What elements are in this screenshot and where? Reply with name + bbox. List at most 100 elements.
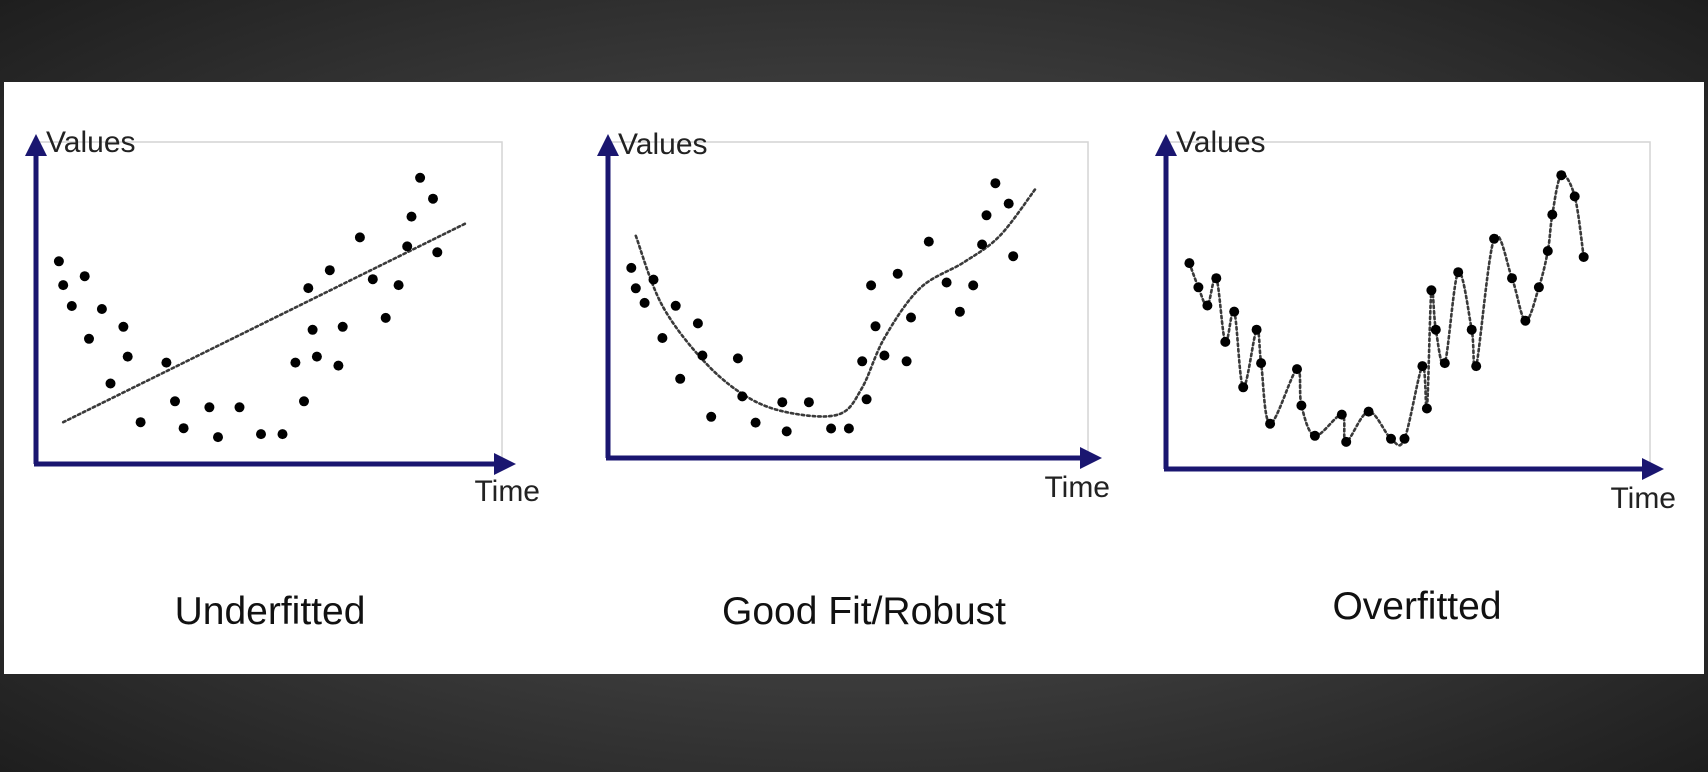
data-point [161,357,172,368]
data-point [354,232,365,243]
data-point [892,268,903,279]
data-point [1453,267,1464,278]
data-point [84,333,94,344]
data-point [1211,273,1222,284]
data-point [1507,273,1517,284]
data-point [879,350,890,361]
data-point [706,411,717,422]
data-point [737,391,748,402]
data-point [1471,361,1482,372]
data-point [1363,406,1374,417]
data-point [626,262,637,273]
fit-line [61,221,469,424]
data-point [990,178,1001,189]
x-axis-arrow [494,453,516,475]
y-axis-label: Values [1176,126,1266,159]
data-point [861,394,872,405]
data-point [105,378,116,389]
data-point [337,321,348,332]
data-point [670,300,681,311]
x-axis-label: Time [1044,471,1110,504]
x-axis-arrow [1642,458,1664,480]
x-axis-label: Time [1610,482,1676,515]
data-point [977,239,988,250]
data-point [692,318,703,329]
caption-good-fit: Good Fit/Robust [722,590,1006,633]
data-point [648,274,659,285]
y-axis-arrow [1155,134,1177,156]
data-point [415,172,426,183]
data-point [1439,358,1450,369]
data-point [234,402,245,413]
data-point [256,429,266,440]
data-point [777,397,788,408]
fit-line [1188,173,1585,447]
chart-overfitted: Values Time [1155,126,1676,515]
data-point [213,432,223,443]
chart-underfitted: Values Time [25,126,540,508]
data-point [1341,436,1352,447]
data-point [380,312,391,323]
data-point [954,306,965,317]
data-point [122,351,133,362]
data-point [675,373,686,384]
data-point [981,210,992,221]
data-point [367,274,378,285]
data-point [1399,433,1410,444]
data-point [307,324,318,335]
data-point [870,321,881,332]
data-point [1466,324,1477,335]
data-point [1578,252,1589,262]
data-point [1489,233,1500,244]
plot-frame [35,141,503,465]
chart-good-fit: Values Time [597,128,1110,504]
data-point [204,402,215,413]
data-point [1426,285,1437,296]
x-axis-label: Time [474,475,540,508]
data-point [1220,336,1231,347]
y-axis-arrow [597,134,619,156]
data-point [333,360,344,371]
data-point [843,423,854,434]
data-point [1256,358,1267,369]
data-point [657,333,668,343]
data-point [639,297,650,308]
data-point [58,280,69,291]
data-point [311,351,322,362]
plot-frame [607,141,1089,459]
data-point [290,357,301,368]
data-point [1556,170,1567,181]
data-point [1292,364,1302,375]
data-point [803,397,814,408]
data-point [697,350,708,361]
data-point [1569,191,1580,202]
data-point [1309,430,1320,441]
plot-frame [1165,141,1651,470]
data-point [1184,258,1195,269]
y-axis-arrow [25,134,47,156]
data-point [428,193,438,204]
data-point [66,301,77,311]
data-point [1003,198,1014,209]
data-point [1202,300,1213,311]
data-point [1265,418,1276,429]
data-point [135,417,146,428]
data-point [630,283,641,294]
data-point [1386,433,1396,444]
data-point [750,417,761,428]
data-point [1229,306,1240,317]
data-point [1520,315,1531,326]
data-point [923,236,934,247]
data-point [901,356,912,367]
data-point [118,321,129,332]
caption-underfitted: Underfitted [174,590,366,633]
data-point [1421,403,1432,414]
data-point [1008,251,1019,262]
data-point [432,247,443,258]
y-axis-label: Values [46,126,136,159]
caption-overfitted: Overfitted [1332,585,1502,628]
data-point [781,426,792,437]
data-point [277,429,288,440]
y-axis-label: Values [618,128,708,161]
data-point [1547,209,1558,220]
